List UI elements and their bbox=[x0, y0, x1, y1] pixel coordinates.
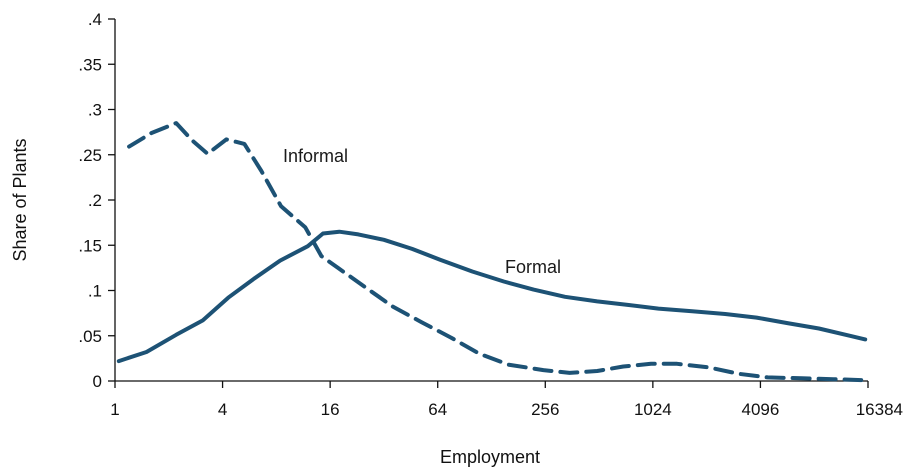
y-axis-title: Share of Plants bbox=[10, 138, 30, 261]
y-tick-label: .1 bbox=[88, 282, 102, 301]
series-layer bbox=[116, 121, 868, 383]
series-line-informal bbox=[127, 121, 864, 383]
x-axis-title: Employment bbox=[440, 447, 540, 467]
y-tick-label: .15 bbox=[78, 236, 102, 255]
x-tick-label: 256 bbox=[531, 400, 559, 419]
x-tick-label: 16384 bbox=[856, 400, 903, 419]
series-line-formal bbox=[116, 229, 868, 364]
y-tick-label: .4 bbox=[88, 10, 102, 29]
annotation-informal: Informal bbox=[283, 146, 348, 166]
x-tick-label: 64 bbox=[428, 400, 447, 419]
y-tick-label: .3 bbox=[88, 101, 102, 120]
x-tick-label: 16 bbox=[321, 400, 340, 419]
annotation-formal: Formal bbox=[505, 257, 561, 277]
axes bbox=[114, 19, 868, 382]
x-tick-label: 1024 bbox=[634, 400, 672, 419]
x-tick-label: 1 bbox=[110, 400, 119, 419]
y-tick-label: .05 bbox=[78, 327, 102, 346]
x-tick-label: 4 bbox=[218, 400, 227, 419]
y-tick-label: .25 bbox=[78, 146, 102, 165]
y-tick-label: .35 bbox=[78, 55, 102, 74]
x-tick-label: 4096 bbox=[742, 400, 780, 419]
y-tick-label: .2 bbox=[88, 191, 102, 210]
y-axis-ticks: 0 .05 .1 .15 .2 .25 .3 .35 .4 bbox=[78, 10, 115, 391]
x-axis-ticks: 1 4 16 64 256 1024 4096 16384 bbox=[110, 381, 903, 419]
y-tick-label: 0 bbox=[93, 372, 102, 391]
